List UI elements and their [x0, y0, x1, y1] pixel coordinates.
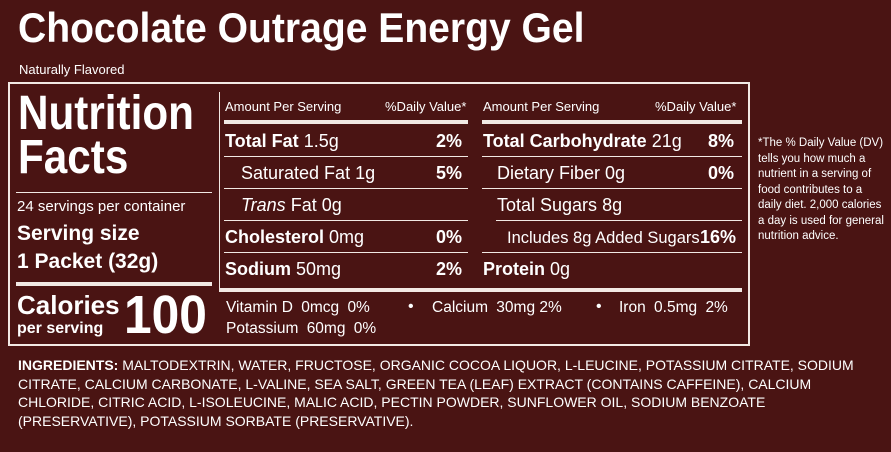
column-divider	[219, 92, 220, 290]
right-header-amount: Amount Per Serving	[483, 99, 600, 114]
nutrient-amount: 0g	[321, 195, 342, 215]
vitamin-d-amount: 0mcg	[301, 299, 340, 316]
trans-fat-row: Trans Fat 0g	[241, 195, 342, 216]
nutrient-amount: 1g	[355, 163, 376, 183]
nutrient-name: Cholesterol	[225, 227, 325, 247]
calcium-label: Calcium	[432, 299, 488, 316]
added-sugars-dv: 16%	[700, 227, 737, 247]
left-header-rule	[224, 120, 468, 124]
potassium-dv: 0%	[353, 320, 377, 337]
potassium: Potassium 60mg 0%	[226, 320, 376, 338]
nutrition-facts-heading: Nutrition Facts	[18, 87, 194, 184]
left-header-dv: %Daily Value*	[385, 99, 467, 114]
calories-value: 100	[124, 285, 207, 345]
total-carbohydrate-dv: 8%	[708, 131, 735, 151]
total-fat-row: Total Fat 1.5g	[225, 131, 339, 152]
calories-sub-label: per serving	[17, 320, 104, 337]
nutrient-name: Protein	[483, 259, 546, 279]
nutrient-amount: 0g	[605, 163, 626, 183]
serving-size-label: Serving size	[17, 222, 140, 245]
row-rule	[224, 252, 468, 253]
nutrient-amount: 0g	[550, 259, 571, 279]
bullet: •	[408, 298, 414, 315]
row-rule	[482, 188, 742, 189]
potassium-amount: 60mg	[306, 320, 346, 337]
ingredients-label: INGREDIENTS:	[18, 357, 119, 373]
heading-line-1: Nutrition	[18, 87, 194, 140]
daily-value-footnote: *The % Daily Value (DV) tells you how mu…	[758, 137, 884, 242]
total-fat-dv: 2%	[436, 131, 463, 151]
dietary-fiber-row: Dietary Fiber 0g	[497, 163, 625, 184]
right-header-dv: %Daily Value*	[655, 99, 737, 114]
vitamin-d: Vitamin D 0mcg 0%	[226, 299, 370, 317]
ingredients-block: INGREDIENTS: MALTODEXTRIN, WATER, FRUCTO…	[18, 356, 880, 430]
nutrient-name: Total Sugars	[497, 195, 598, 215]
saturated-fat-dv: 5%	[436, 163, 463, 183]
calories-label: Calories	[17, 290, 120, 320]
row-rule	[224, 156, 468, 157]
row-rule	[224, 220, 468, 221]
row-rule	[496, 220, 742, 221]
nutrient-amount: 1.5g	[303, 131, 339, 151]
row-rule	[224, 188, 468, 189]
total-carbohydrate-row: Total Carbohydrate 21g	[483, 131, 682, 152]
product-subtitle: Naturally Flavored	[19, 62, 125, 77]
left-header-amount: Amount Per Serving	[225, 99, 342, 114]
iron-dv: 2%	[705, 299, 728, 316]
calcium-dv: 2%	[539, 299, 562, 316]
nutrient-name: Total Fat	[225, 131, 299, 151]
sodium-dv: 2%	[436, 259, 463, 279]
nutrient-name: Sodium	[225, 259, 291, 279]
servings-per-container: 24 servings per container	[17, 198, 186, 215]
right-header-rule	[482, 120, 742, 124]
nutrient-name: Trans	[241, 195, 286, 215]
vitamins-rule	[219, 288, 742, 292]
vitamin-d-dv: 0%	[347, 299, 370, 316]
cholesterol-dv: 0%	[436, 227, 463, 247]
iron-label: Iron	[619, 299, 646, 316]
row-rule	[482, 156, 742, 157]
calcium: Calcium 30mg 2%	[432, 299, 562, 317]
nutrient-amount: 8g	[602, 195, 623, 215]
calcium-amount: 30mg	[496, 299, 536, 316]
nutrition-facts-panel	[8, 82, 750, 346]
thick-divider	[16, 282, 212, 286]
nutrient-name: Total Carbohydrate	[483, 131, 647, 151]
total-sugars-row: Total Sugars 8g	[497, 195, 622, 216]
sodium-row: Sodium 50mg	[225, 259, 341, 280]
added-sugars-row: Includes 8g Added Sugars	[507, 229, 700, 247]
product-title: Chocolate Outrage Energy Gel	[18, 4, 585, 51]
heading-line-2: Facts	[18, 131, 129, 184]
bullet: •	[596, 298, 602, 315]
row-rule	[482, 252, 742, 253]
nutrient-amount: 21g	[651, 131, 682, 151]
protein-row: Protein 0g	[483, 259, 570, 280]
nutrient-name: Dietary Fiber	[497, 163, 601, 183]
potassium-label: Potassium	[226, 320, 299, 337]
iron-amount: 0.5mg	[654, 299, 698, 316]
saturated-fat-row: Saturated Fat 1g	[241, 163, 375, 184]
dietary-fiber-dv: 0%	[708, 163, 735, 183]
ingredients-text: MALTODEXTRIN, WATER, FRUCTOSE, ORGANIC C…	[18, 357, 854, 429]
iron: Iron 0.5mg 2%	[619, 299, 728, 317]
nutrient-name-rest: Fat	[290, 195, 317, 215]
cholesterol-row: Cholesterol 0mg	[225, 227, 364, 248]
nutrient-amount: 0mg	[329, 227, 365, 247]
nutrient-amount: 50mg	[296, 259, 342, 279]
divider	[16, 192, 212, 193]
vitamin-d-label: Vitamin D	[226, 299, 293, 316]
serving-size-value: 1 Packet (32g)	[17, 250, 159, 273]
nutrient-name: Saturated Fat	[241, 163, 351, 183]
